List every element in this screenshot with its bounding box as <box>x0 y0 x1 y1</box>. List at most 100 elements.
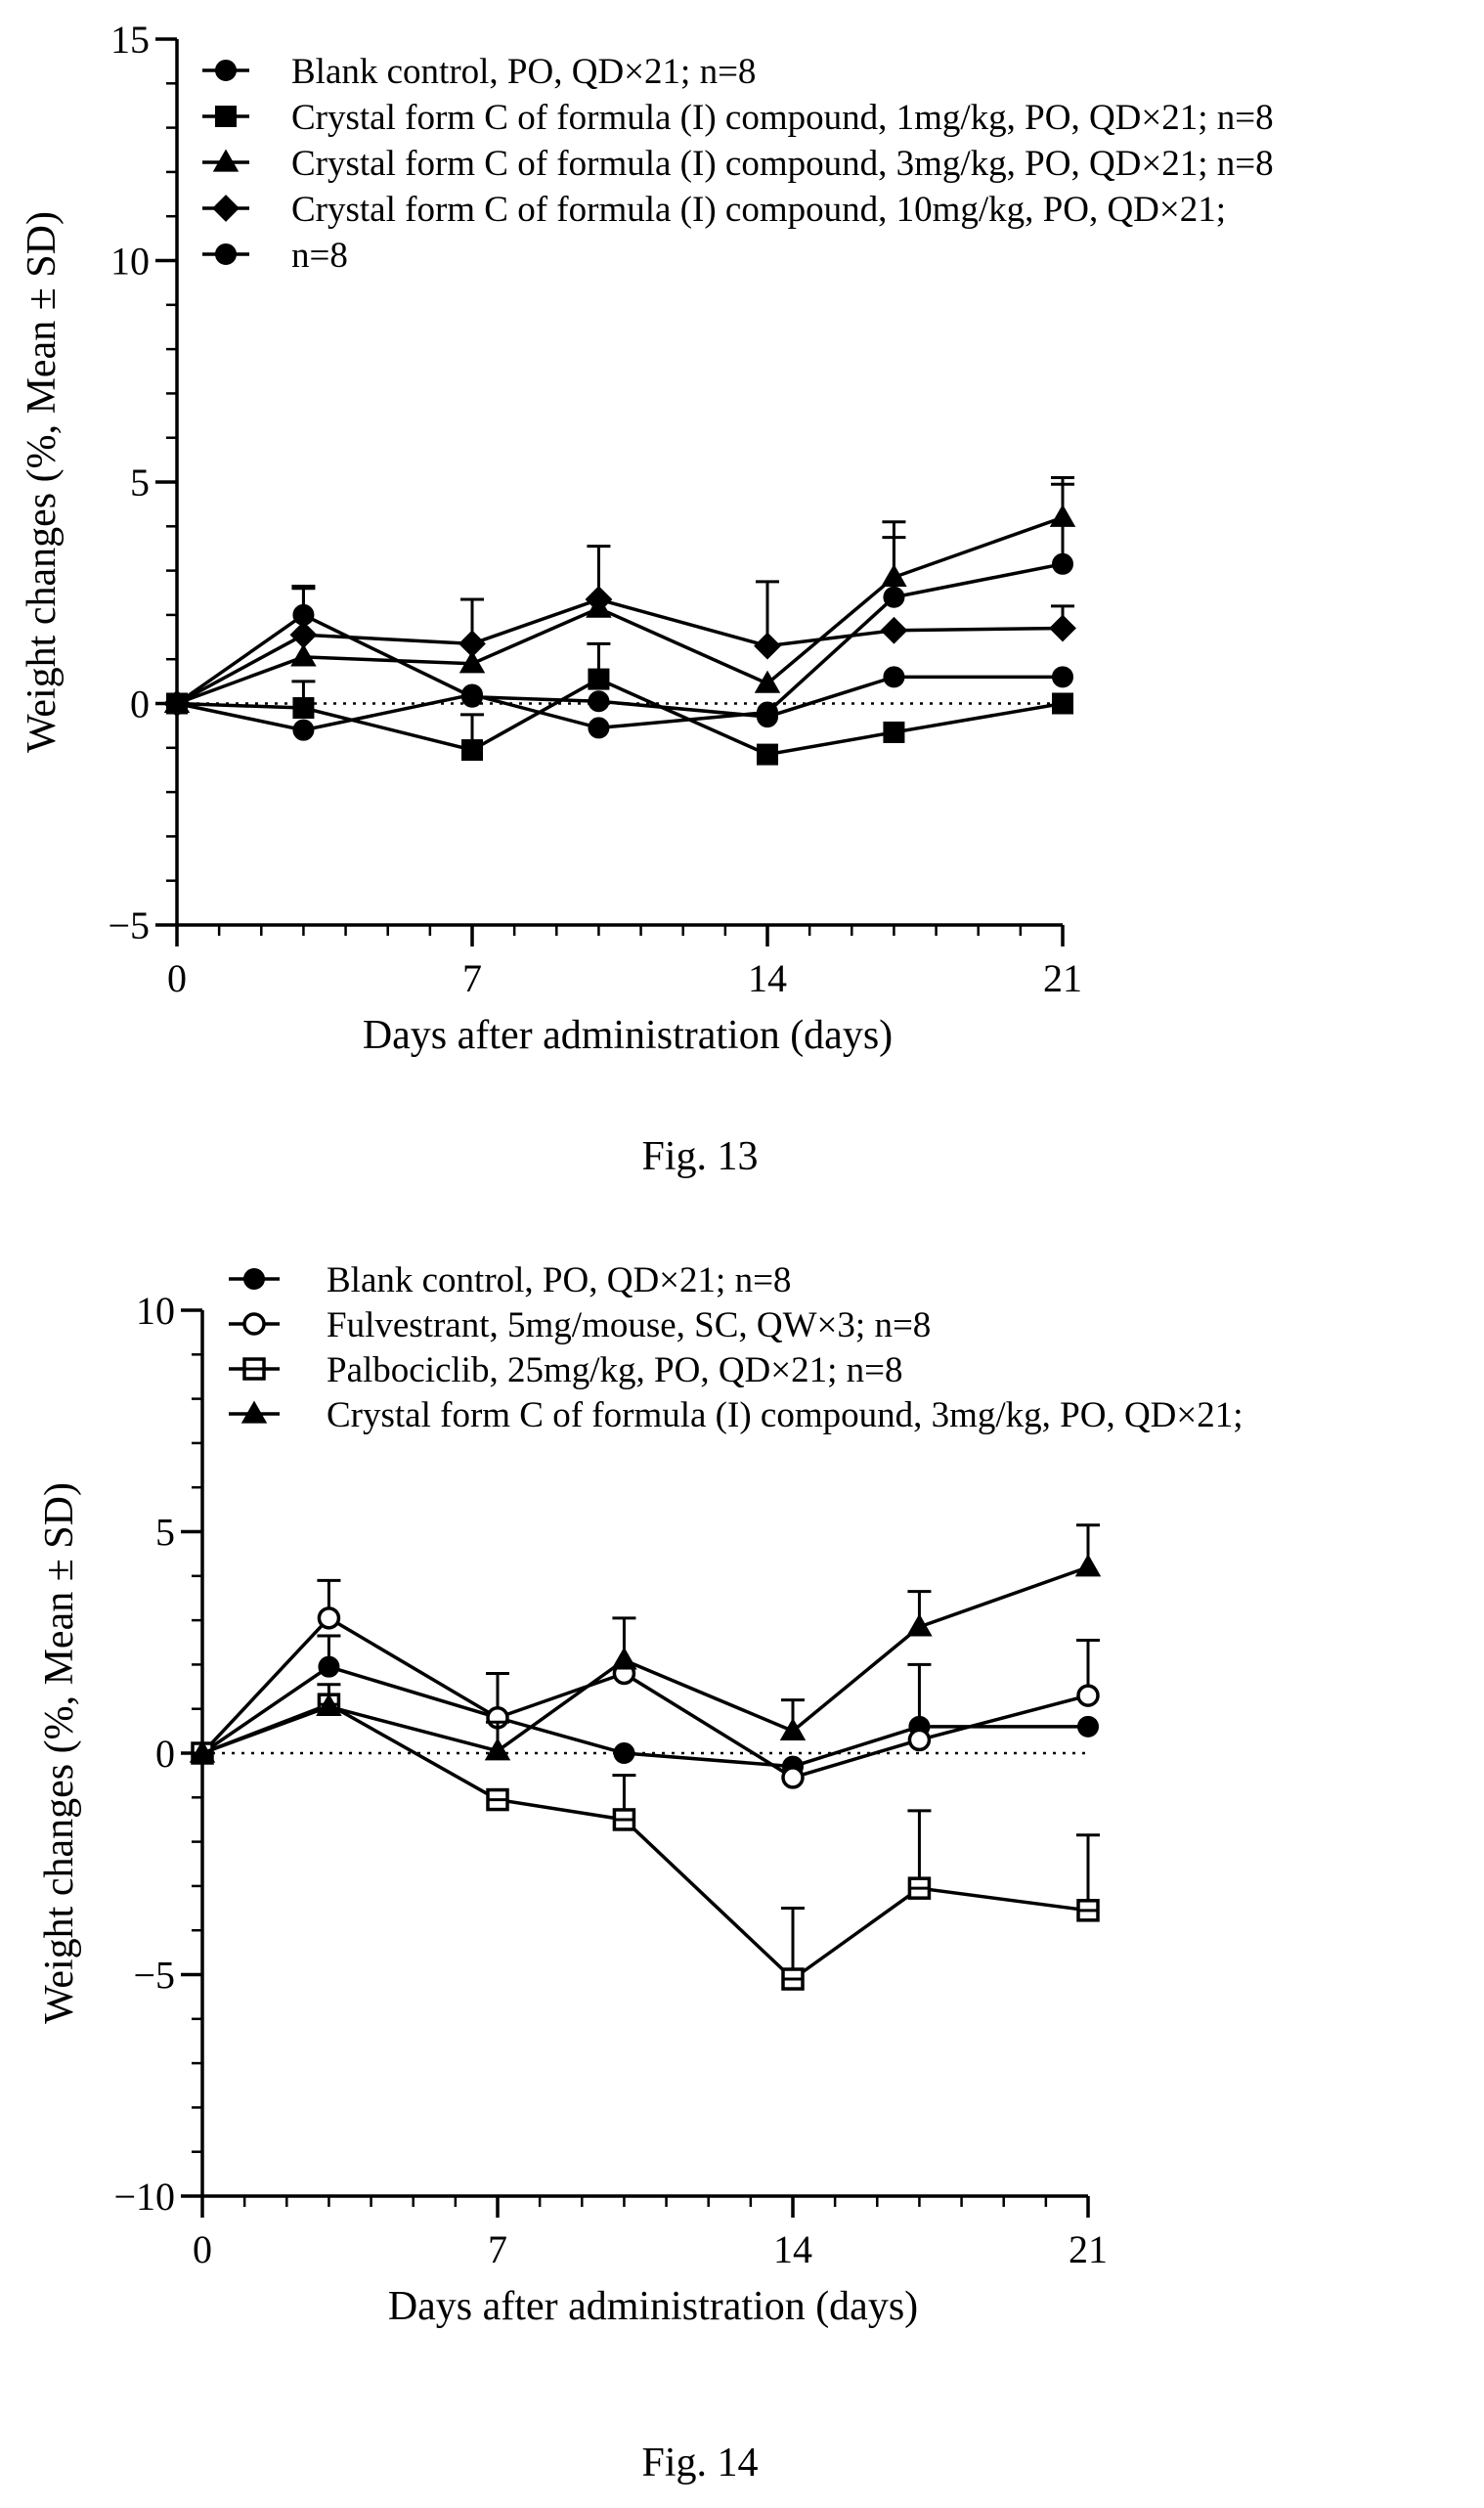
x-tick-label: 14 <box>773 2227 812 2271</box>
data-point-shape <box>1049 614 1076 642</box>
data-point <box>486 1787 509 1812</box>
data-point <box>1077 1715 1099 1738</box>
data-point-shape <box>292 697 315 720</box>
figure-caption: Fig. 14 <box>641 2441 758 2486</box>
chart-1: −5 0 5 10 15 0 7 14 21 Days after administration … <box>20 18 1274 1179</box>
legend-marker <box>215 60 237 81</box>
x-tick-label: 7 <box>462 956 482 1000</box>
data-point <box>883 586 905 608</box>
data-point-shape <box>166 692 188 715</box>
series-line <box>201 1664 1088 1769</box>
data-point-shape <box>189 1739 216 1763</box>
data-point <box>1049 614 1076 642</box>
legend-marker <box>242 1312 266 1336</box>
legend-marker <box>242 1357 266 1381</box>
y-tick-label: 10 <box>110 240 150 284</box>
data-point <box>1052 666 1073 688</box>
data-point-shape <box>461 683 483 706</box>
series-line <box>201 1702 1089 1982</box>
data-point-shape <box>585 586 613 613</box>
data-point <box>189 1739 216 1763</box>
data-point <box>585 586 613 613</box>
series-4 <box>163 545 1076 718</box>
data-point <box>292 719 315 741</box>
legend-entry: Palbociclib, 25mg/kg, PO, QD×21; n=8 <box>327 1350 903 1390</box>
data-point <box>289 621 318 649</box>
legend-marker <box>240 1400 268 1424</box>
data-point-shape <box>754 670 781 693</box>
data-point <box>588 668 610 690</box>
legend-marker-shape <box>215 60 237 81</box>
y-tick-label: 5 <box>155 1511 175 1555</box>
data-point-shape <box>316 1693 342 1717</box>
data-point-shape <box>458 650 486 674</box>
chart-2: −10 −5 0 5 10 0 7 14 21 Days after administration… <box>37 1260 1244 2486</box>
series-3 <box>191 1693 1100 1991</box>
data-point <box>757 743 778 766</box>
x-tick-label: 0 <box>167 956 187 1000</box>
data-point <box>754 670 781 693</box>
legend-marker-shape <box>243 1268 265 1290</box>
legend-marker-shape <box>212 149 240 172</box>
data-point <box>588 717 610 739</box>
data-point-shape <box>611 1647 637 1670</box>
data-point-shape <box>1074 1554 1102 1577</box>
data-point <box>316 1693 342 1717</box>
legend-marker-shape <box>215 243 237 265</box>
y-axis-label: Weight changes (%, Mean ± SD) <box>37 1482 82 2024</box>
figure-caption: Fig. 13 <box>641 1134 758 1179</box>
data-point-shape <box>1052 692 1073 715</box>
data-point-shape <box>757 743 778 766</box>
data-point <box>779 1717 807 1740</box>
x-tick-label: 0 <box>193 2227 212 2271</box>
data-point-shape <box>754 632 781 660</box>
legend-marker-shape <box>240 1400 268 1424</box>
data-point <box>883 666 905 688</box>
x-axis-label: Days after administration (days) <box>363 1013 893 1058</box>
y-tick-label: 15 <box>110 18 150 62</box>
data-point-shape <box>757 701 778 724</box>
data-point <box>880 616 908 644</box>
data-point <box>906 1613 933 1637</box>
data-point <box>1052 552 1073 575</box>
data-point-shape <box>290 643 317 667</box>
legend-marker-shape <box>242 1312 266 1336</box>
y-tick-label: 10 <box>136 1289 175 1333</box>
y-axis-label: Weight changes (%, Mean ± SD) <box>20 211 65 753</box>
legend-marker-shape <box>212 195 240 222</box>
data-point-shape <box>1052 552 1073 575</box>
y-tick-label: 5 <box>130 461 150 505</box>
legend-entry: Crystal form C of formula (I) compound, … <box>291 144 1274 184</box>
data-point-shape <box>1052 666 1073 688</box>
data-point <box>458 630 486 658</box>
data-point-shape <box>289 621 318 649</box>
y-tick-label: −5 <box>133 1954 175 1998</box>
data-point-shape <box>461 739 483 762</box>
data-point-shape <box>588 690 610 713</box>
data-point <box>613 1742 635 1764</box>
data-point <box>461 739 483 762</box>
data-point-shape <box>883 586 905 608</box>
data-point <box>1074 1554 1102 1577</box>
data-point-shape <box>484 1738 511 1761</box>
data-point-shape <box>883 721 905 743</box>
series-5 <box>166 482 1074 741</box>
data-point <box>1052 692 1073 715</box>
legend-entry: Blank control, PO, QD×21; n=8 <box>291 52 756 92</box>
series-4 <box>189 1523 1102 1763</box>
data-point-shape <box>779 1717 807 1740</box>
data-point-shape <box>318 1655 340 1678</box>
data-point <box>757 701 778 724</box>
y-tick-label: −10 <box>113 2175 175 2219</box>
data-point-shape <box>1077 1715 1099 1738</box>
legend-marker <box>243 1268 265 1290</box>
y-tick-label: −5 <box>108 903 150 947</box>
data-point <box>1076 1899 1100 1922</box>
x-tick-label: 21 <box>1043 956 1082 1000</box>
data-point <box>611 1647 637 1670</box>
data-point <box>317 1606 341 1630</box>
data-point-shape <box>1076 1684 1100 1707</box>
data-point-shape <box>883 666 905 688</box>
legend-entry: Crystal form C of formula (I) compound, … <box>291 98 1274 138</box>
data-point <box>461 683 483 706</box>
